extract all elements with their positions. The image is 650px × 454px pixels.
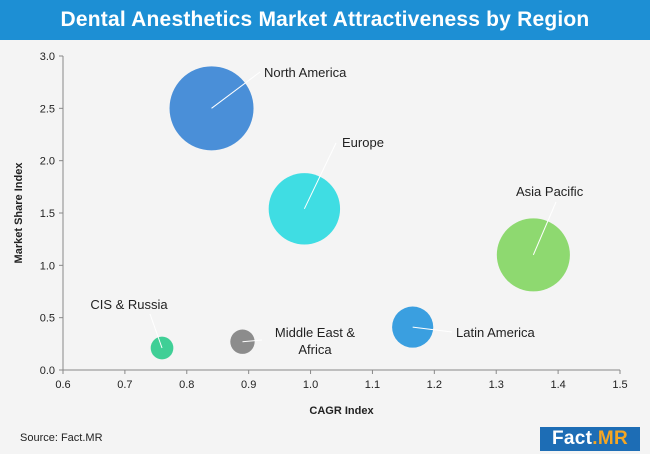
data-label-asia-pacific: Asia Pacific	[516, 184, 584, 199]
bubble-europe	[268, 173, 341, 245]
x-tick-label: 0.7	[117, 379, 132, 391]
y-tick-label: 2.5	[40, 103, 55, 115]
bubble-chart: 0.0 0.5 1.0 1.5 2.0 2.5 3.0 0.6 0.7 0.8 0.9 1.0 1.1 1…	[13, 51, 628, 417]
leader-line-middle-east-africa	[242, 339, 263, 343]
x-tick-label: 1.2	[427, 379, 442, 391]
data-label-europe: Europe	[342, 135, 384, 150]
y-tick-label: 0.0	[40, 365, 55, 377]
logo-accent: .MR	[592, 428, 628, 449]
x-tick-label: 1.5	[612, 379, 627, 391]
source-note: Source: Fact.MR	[20, 432, 103, 444]
x-tick-label: 1.1	[365, 379, 380, 391]
leader-line-north-america	[211, 71, 261, 109]
x-tick-label: 1.3	[489, 379, 504, 391]
factmr-logo: Fact.MR	[540, 427, 640, 451]
data-label-cis-russia: CIS & Russia	[90, 297, 168, 312]
data-label-latin-america: Latin America	[456, 325, 536, 340]
leader-line-asia-pacific	[532, 201, 557, 256]
bubble-north-america	[169, 66, 254, 151]
chart-title: Dental Anesthetics Market Attractiveness…	[0, 0, 650, 40]
x-tick-label: 0.6	[55, 379, 70, 391]
y-tick-label: 0.5	[40, 313, 55, 325]
data-label-north-america: North America	[264, 65, 347, 80]
y-tick-label: 1.0	[40, 260, 55, 272]
y-tick-label: 3.0	[40, 51, 55, 63]
x-axis-title: CAGR Index	[309, 405, 374, 417]
x-tick-label: 0.9	[241, 379, 256, 391]
y-tick-label: 2.0	[40, 156, 55, 168]
logo-text: Fact	[551, 428, 593, 449]
leader-line-europe	[303, 142, 337, 210]
y-axis-title: Market Share Index	[13, 162, 25, 264]
leader-line-latin-america	[412, 326, 453, 333]
data-label-middle-east-africa: Middle East & Africa	[275, 325, 356, 357]
leader-line-cis-russia	[149, 313, 163, 349]
x-tick-label: 1.0	[303, 379, 318, 391]
y-tick-label: 1.5	[40, 208, 55, 220]
x-tick-label: 1.4	[550, 379, 565, 391]
x-tick-label: 0.8	[179, 379, 194, 391]
